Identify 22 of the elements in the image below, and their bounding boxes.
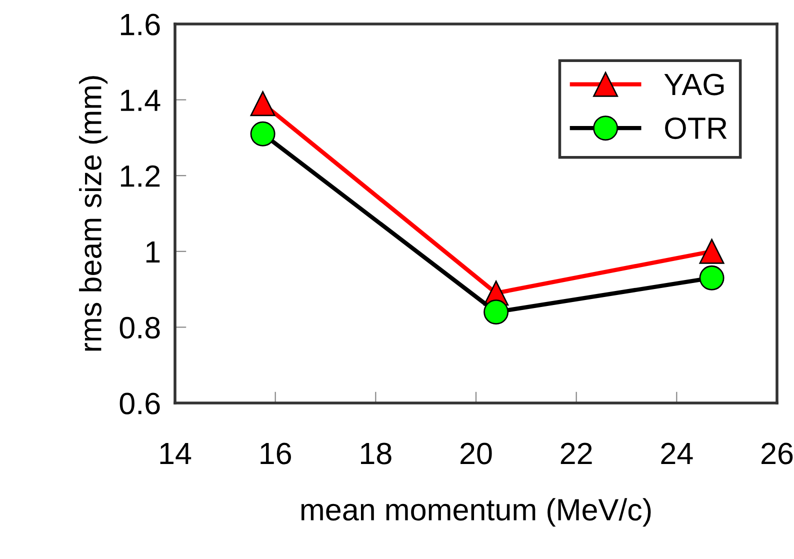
point bbox=[699, 265, 724, 290]
y-tick-label: 1.4 bbox=[120, 90, 160, 111]
y-tick-label: 1 bbox=[146, 241, 160, 262]
y-tick-label: 0.6 bbox=[120, 392, 160, 414]
x-tick-label: 16 bbox=[260, 442, 291, 464]
y-axis-title: rms beam size (mm) bbox=[79, 76, 108, 351]
x-axis-title: mean momentum (MeV/c) bbox=[301, 498, 651, 527]
x-tick-label: 18 bbox=[361, 442, 392, 464]
legend-label: OTR bbox=[665, 117, 727, 140]
x-tick-label: 22 bbox=[560, 442, 592, 464]
point bbox=[484, 300, 509, 325]
x-tick-label: 24 bbox=[661, 442, 693, 464]
x-tick-label: 26 bbox=[762, 442, 793, 464]
point bbox=[250, 91, 276, 116]
y-tick-label: 1.2 bbox=[120, 165, 160, 187]
point bbox=[250, 121, 276, 146]
point bbox=[699, 238, 724, 264]
x-tick-label: 20 bbox=[460, 442, 492, 464]
y-tick-label: 0.8 bbox=[120, 316, 160, 339]
y-tick-label: 1.6 bbox=[120, 14, 160, 36]
x-tick-label: 14 bbox=[160, 443, 192, 464]
legend-label: YAG bbox=[664, 74, 724, 96]
